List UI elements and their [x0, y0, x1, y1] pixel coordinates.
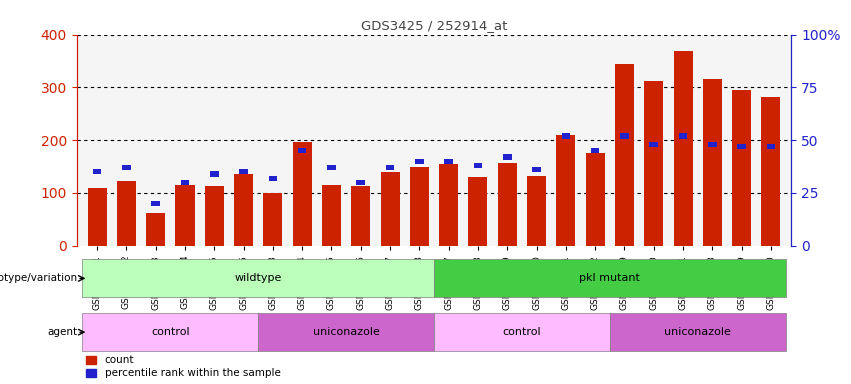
Text: genotype/variation: genotype/variation [0, 273, 77, 283]
Bar [93, 169, 101, 174]
Bar [234, 174, 253, 246]
Bar [762, 97, 780, 246]
Bar [357, 180, 365, 185]
Bar [434, 260, 785, 297]
Bar [679, 133, 688, 139]
Bar [444, 159, 453, 164]
Bar [620, 133, 629, 139]
Bar [327, 165, 336, 170]
Bar [380, 172, 400, 246]
Bar [703, 79, 722, 246]
Bar [585, 153, 605, 246]
Bar [610, 313, 785, 351]
Bar [532, 167, 541, 172]
Bar [258, 313, 434, 351]
Legend: count, percentile rank within the sample: count, percentile rank within the sample [82, 351, 285, 382]
Bar [122, 165, 131, 170]
Bar [498, 163, 517, 246]
Title: GDS3425 / 252914_at: GDS3425 / 252914_at [361, 19, 507, 32]
Bar [410, 167, 429, 246]
Bar [351, 186, 370, 246]
Bar [439, 164, 458, 246]
Bar [239, 169, 248, 174]
Bar [503, 154, 511, 160]
Text: pkl mutant: pkl mutant [580, 273, 640, 283]
Bar [415, 159, 424, 164]
Bar [293, 142, 311, 246]
Bar [117, 181, 136, 246]
Bar [151, 201, 160, 206]
Bar [708, 142, 717, 147]
Text: agent: agent [47, 327, 77, 337]
Bar [298, 148, 306, 153]
Bar [767, 144, 775, 149]
Bar [322, 185, 341, 246]
Bar [615, 64, 634, 246]
Bar [591, 148, 599, 153]
Bar [386, 165, 394, 170]
Bar [474, 163, 483, 168]
Text: control: control [503, 327, 541, 337]
Bar [83, 260, 434, 297]
Bar [673, 51, 693, 246]
Bar [83, 313, 258, 351]
Bar [732, 90, 751, 246]
Text: control: control [151, 327, 190, 337]
Bar [644, 81, 663, 246]
Text: uniconazole: uniconazole [665, 327, 731, 337]
Bar [175, 185, 195, 246]
Bar [468, 177, 488, 246]
Bar [434, 313, 610, 351]
Bar [557, 135, 575, 246]
Bar [263, 193, 283, 246]
Bar [649, 142, 658, 147]
Bar [88, 188, 106, 246]
Text: wildtype: wildtype [235, 273, 282, 283]
Bar [205, 186, 224, 246]
Bar [180, 180, 189, 185]
Bar [210, 171, 219, 177]
Bar [737, 144, 746, 149]
Bar [527, 176, 546, 246]
Bar [269, 175, 277, 181]
Bar [562, 133, 570, 139]
Text: uniconazole: uniconazole [312, 327, 380, 337]
Bar [146, 213, 165, 246]
